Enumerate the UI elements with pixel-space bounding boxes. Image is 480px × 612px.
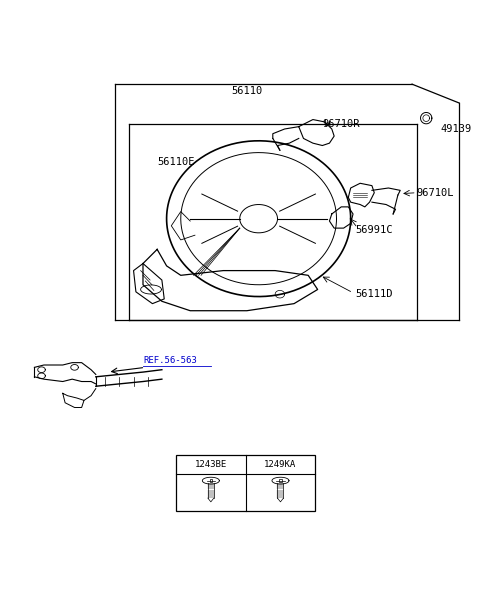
Text: REF.56-563: REF.56-563: [143, 356, 197, 365]
Text: 1249KA: 1249KA: [264, 460, 297, 469]
Text: 56991C: 56991C: [355, 225, 393, 236]
FancyBboxPatch shape: [176, 455, 315, 511]
Text: 49139: 49139: [440, 124, 472, 134]
Text: 56110E: 56110E: [157, 157, 195, 167]
Bar: [210, 479, 212, 482]
Text: 56111D: 56111D: [355, 289, 393, 299]
Text: 96710L: 96710L: [417, 188, 454, 198]
Bar: [279, 479, 282, 482]
Text: 1243BE: 1243BE: [195, 460, 227, 469]
Text: 96710R: 96710R: [323, 119, 360, 129]
Text: 56110: 56110: [231, 86, 263, 96]
